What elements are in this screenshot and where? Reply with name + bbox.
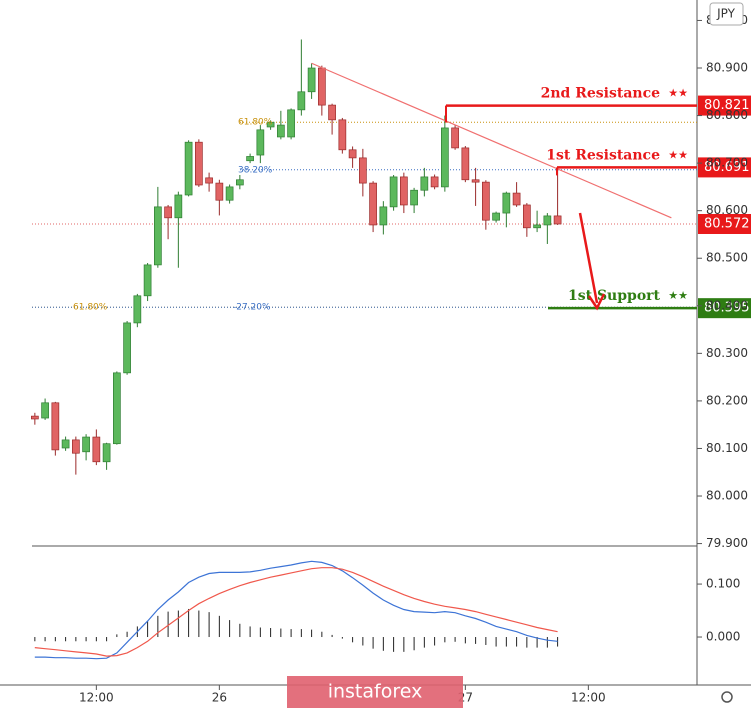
fib-label: -27.20% [233, 303, 271, 313]
last-price-label: 80.572 [704, 216, 750, 231]
candle-body [266, 121, 275, 128]
level-stars: ★★ [668, 148, 688, 161]
settings-icon[interactable] [721, 691, 733, 703]
candle-body [430, 176, 439, 188]
fib-label: 61.80% [238, 118, 273, 128]
level-label: 2nd Resistance [541, 86, 660, 102]
last-price-box [698, 213, 751, 234]
candle-body [236, 179, 244, 186]
level-price-box [698, 157, 751, 178]
candle-body [441, 127, 449, 188]
y-tick-label: 0.100 [706, 577, 740, 591]
candle-body [348, 149, 357, 159]
watermark: instaforex [328, 681, 423, 703]
candle-body [389, 176, 398, 208]
candle-body [256, 129, 265, 156]
trendline [311, 62, 672, 219]
y-tick-label: 80.600 [706, 203, 748, 217]
x-tick-label: 26 [212, 691, 227, 705]
candle-body [164, 206, 172, 219]
currency-label: JPY [716, 7, 736, 21]
y-tick-label: 80.700 [706, 156, 748, 170]
fib-label: 61.80% [73, 303, 108, 313]
x-tick-label: 12:00 [571, 691, 606, 705]
candle-body [143, 264, 152, 297]
y-tick-label: 80.100 [706, 441, 748, 455]
candle-body [215, 182, 224, 201]
candle-body [318, 67, 326, 106]
level-price-label: 80.691 [704, 160, 750, 175]
level-price-box [698, 95, 751, 116]
candle-body [297, 91, 306, 111]
level-label: 1st Support [568, 288, 661, 304]
level-price-box [698, 298, 751, 319]
watermark-box [287, 676, 463, 708]
candle-body [379, 206, 388, 226]
candle-body [174, 194, 183, 219]
candle-body [400, 176, 408, 206]
y-tick-label: 80.000 [706, 489, 748, 503]
candle-body [277, 124, 285, 138]
candle-body [82, 436, 90, 453]
y-tick-label: 80.400 [706, 298, 748, 312]
projection-arrow [578, 212, 606, 311]
y-tick-label: 80.800 [706, 108, 748, 122]
candle-body [338, 119, 347, 151]
y-tick-label: 80.900 [706, 61, 748, 75]
candle-body [451, 127, 459, 149]
candle-body [522, 204, 531, 229]
candle-body [533, 224, 541, 229]
currency-badge [709, 2, 744, 26]
candle-body [112, 372, 121, 445]
candle-body [61, 439, 70, 449]
candle-body [184, 141, 193, 196]
candle-body [492, 212, 500, 221]
candle-body [359, 157, 367, 184]
level-stars: ★★ [668, 289, 688, 302]
candle-body [553, 215, 562, 225]
candle-body [369, 182, 377, 226]
candle-body [287, 109, 295, 138]
y-tick-label: 0.000 [706, 630, 740, 644]
candle-body [543, 215, 552, 226]
macd-line [34, 560, 558, 660]
candle-body [31, 415, 39, 420]
level-stars: ★★ [668, 87, 688, 100]
y-tick-label: 80.500 [706, 251, 748, 265]
candle-body [512, 192, 521, 206]
candle-body [307, 67, 316, 93]
candle-body [123, 322, 131, 374]
candle-body [41, 402, 49, 419]
candle-body [154, 206, 162, 266]
level-label: 1st Resistance [546, 147, 660, 163]
candle-body [102, 443, 111, 463]
candle-body [328, 104, 336, 121]
candle-body [410, 189, 418, 206]
x-tick-label: 12:00 [79, 691, 114, 705]
candle-body [92, 436, 101, 463]
candle-body [225, 186, 234, 201]
candle-body [482, 181, 490, 221]
candle-body [195, 141, 203, 186]
candle-body [133, 295, 142, 324]
y-tick-label: 80.300 [706, 346, 748, 360]
level-price-label: 80.395 [704, 301, 750, 316]
candle-body [71, 439, 80, 454]
candle-body [205, 177, 213, 184]
y-tick-label: 80.200 [706, 393, 748, 407]
level-price-label: 80.821 [704, 98, 750, 113]
candle-body [502, 192, 511, 214]
candle-body [471, 179, 480, 183]
candle-body [51, 402, 60, 451]
candle-body [461, 147, 470, 181]
macd-line [34, 567, 558, 657]
y-tick-label: 79.900 [706, 536, 748, 550]
candle-body [420, 176, 429, 191]
fib-label: 38.20% [238, 165, 273, 175]
candle-body [246, 156, 254, 162]
